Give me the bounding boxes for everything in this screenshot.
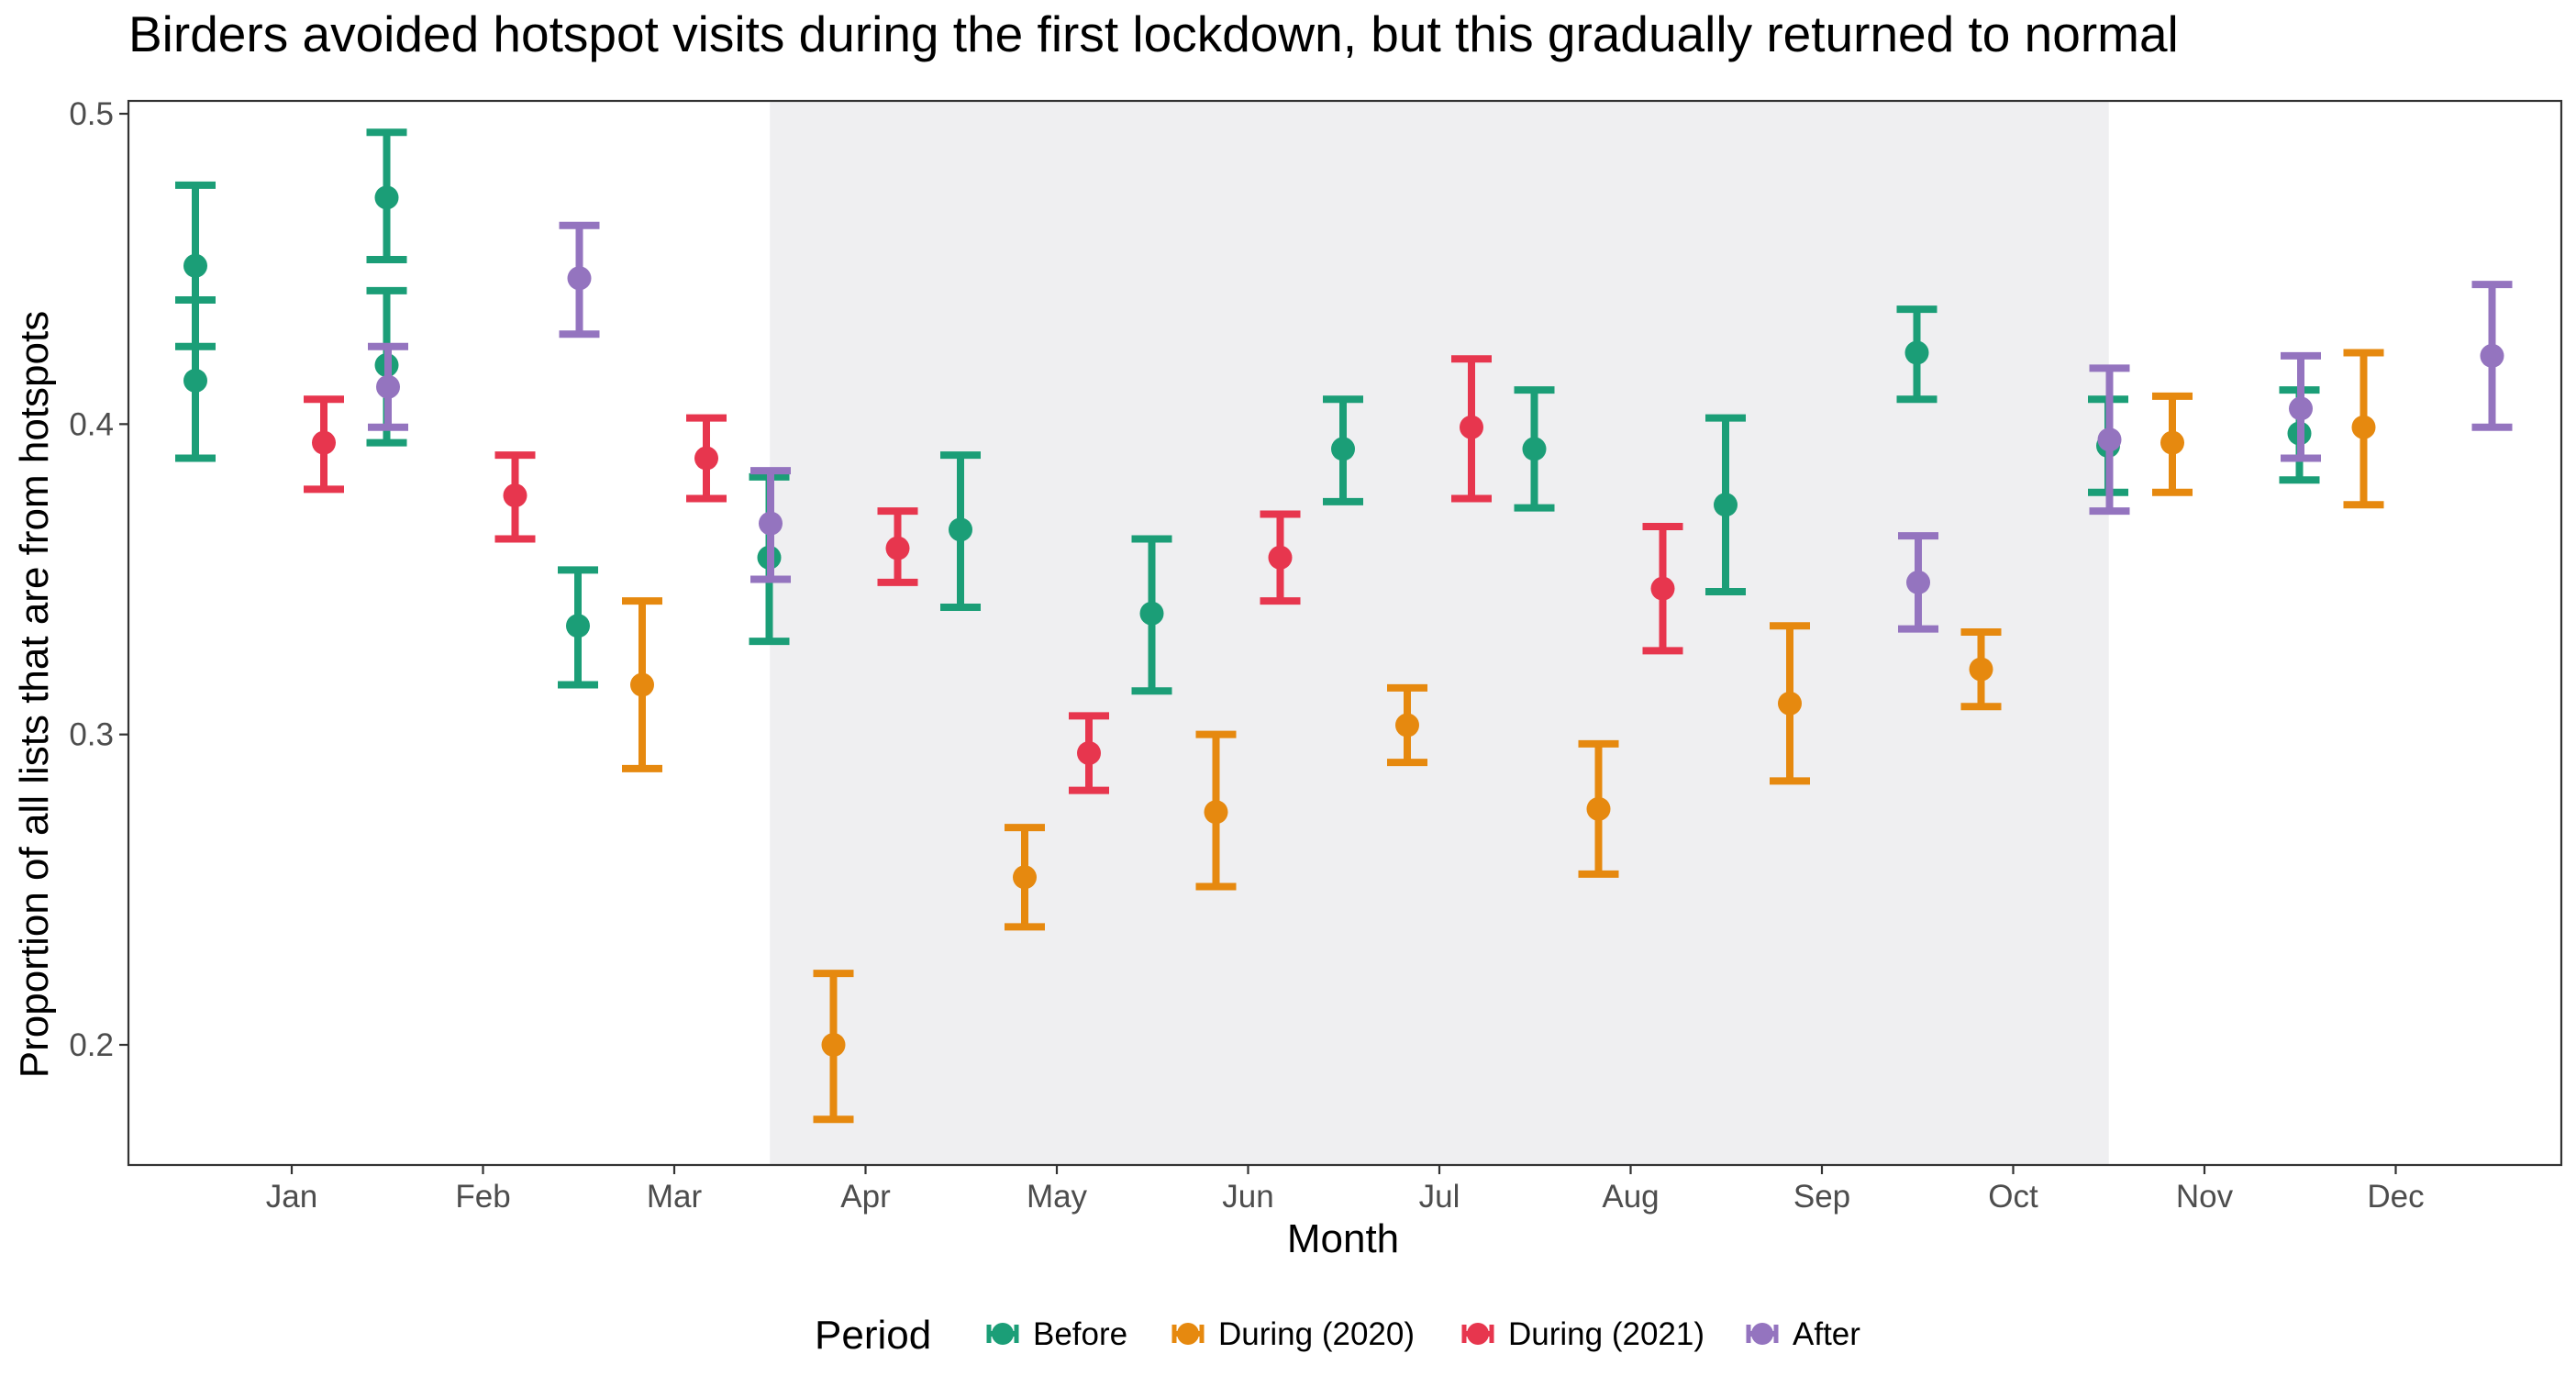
data-point [694, 446, 718, 471]
legend-key-point [992, 1323, 1014, 1345]
data-point [885, 536, 910, 560]
data-point [374, 185, 399, 210]
y-tick-label: 0.2 [69, 1027, 114, 1063]
x-tick-label: Aug [1602, 1179, 1659, 1215]
x-axis-ticks: Jan Feb Mar Apr May Jun Jul Aug Sep Oct Nov Dec [266, 1165, 2425, 1215]
data-point [2289, 396, 2313, 421]
data-point [759, 511, 783, 536]
x-tick-label: Apr [840, 1179, 891, 1215]
plot-panel [127, 99, 2563, 1167]
data-point [1778, 691, 1802, 716]
x-tick-label: Nov [2176, 1179, 2234, 1215]
y-tick-label: 0.3 [69, 717, 114, 753]
legend: Period Before During (2020) During (2021) A… [815, 1313, 1860, 1358]
data-point [630, 672, 654, 697]
data-point [1013, 865, 1037, 890]
data-point [183, 253, 207, 278]
legend-label: Before [1033, 1316, 1127, 1352]
data-point [1714, 493, 1738, 517]
data-point [1522, 437, 1547, 461]
legend-title: Period [815, 1313, 931, 1358]
data-point [376, 374, 400, 399]
data-point [567, 266, 592, 291]
data-point [1395, 713, 1419, 738]
chart-title: Birders avoided hotspot visits during th… [128, 6, 2179, 62]
data-point [312, 430, 336, 455]
x-axis-title: Month [1287, 1216, 1399, 1261]
legend-label: During (2020) [1218, 1316, 1415, 1352]
data-point [1460, 415, 1483, 439]
y-tick-label: 0.5 [69, 96, 114, 132]
x-tick-label: Feb [455, 1179, 510, 1215]
y-tick-label: 0.4 [69, 406, 114, 442]
x-tick-label: Sep [1793, 1179, 1850, 1215]
shaded-region [770, 101, 2109, 1165]
data-point [2351, 415, 2376, 439]
data-point [2480, 343, 2504, 368]
data-point [503, 483, 527, 508]
data-point [1650, 576, 1675, 601]
x-tick-label: Jan [266, 1179, 317, 1215]
series-during-2020 [622, 349, 2384, 1124]
data-point [1586, 796, 1611, 821]
legend-key-point [1177, 1323, 1199, 1345]
legend-label: During (2021) [1508, 1316, 1704, 1352]
y-axis-title: Proportion of all lists that are from ho… [12, 311, 57, 1078]
data-point [1268, 545, 1293, 570]
data-point [1904, 340, 1929, 365]
data-point [1331, 437, 1355, 461]
legend-label: After [1793, 1316, 1860, 1352]
data-point [949, 517, 972, 542]
data-point [183, 368, 207, 393]
x-tick-label: Mar [647, 1179, 703, 1215]
x-tick-label: Oct [1988, 1179, 2038, 1215]
data-point [1077, 740, 1101, 765]
x-tick-label: May [1027, 1179, 1088, 1215]
x-tick-label: Jul [1419, 1179, 1460, 1215]
data-point [1906, 570, 1930, 594]
data-point [1139, 601, 1164, 626]
series-after [368, 221, 2513, 633]
data-point [1969, 657, 1993, 682]
plot-marks [175, 128, 2513, 1124]
legend-key-point [1751, 1323, 1773, 1345]
data-point [2160, 430, 2184, 455]
y-axis-ticks: 0.2 0.3 0.4 0.5 [69, 96, 128, 1063]
series-during-2021 [304, 355, 1683, 794]
legend-key-point [1467, 1323, 1489, 1345]
data-point [1204, 800, 1228, 825]
x-tick-label: Dec [2367, 1179, 2424, 1215]
data-point [566, 614, 590, 638]
data-point [2097, 427, 2122, 452]
data-point [821, 1033, 846, 1057]
x-tick-label: Jun [1222, 1179, 1273, 1215]
